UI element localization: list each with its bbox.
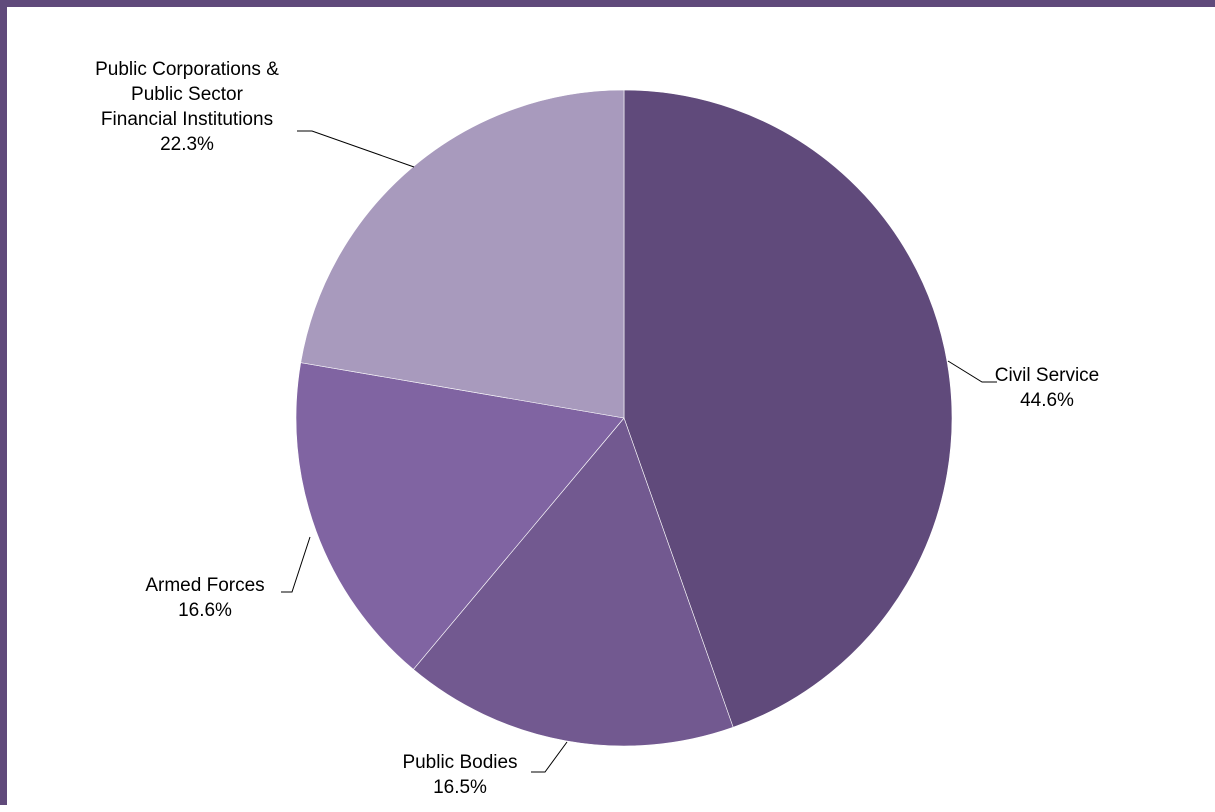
pie-slice [412,417,734,747]
slice-label: Armed Forces 16.6% [145,575,264,621]
slice-category-label: Civil Service [995,365,1100,386]
pie-chart: Civil Service 44.6% Public Bodies 16.5% Arme… [95,59,1099,798]
leader-line [297,130,415,168]
slice-value-label: 16.6% [178,600,232,621]
leader-lines-layer [281,130,997,773]
pie-slice [295,362,625,670]
labels-layer: Civil Service 44.6% Public Bodies 16.5% Arme… [95,59,1099,798]
slice-value-label: 44.6% [1020,390,1074,411]
leader-line [531,741,568,773]
pie-slice [300,89,625,419]
slice-value-label: 22.3% [160,134,214,155]
slice-category-label: Financial Institutions [101,109,273,130]
slice-label: Public Corporations & Public Sector Financ… [95,59,279,155]
slices-layer [295,89,953,747]
leader-line [947,360,997,383]
slice-value-label: 16.5% [433,777,487,798]
pie-slice [623,89,953,728]
leader-line [281,536,311,593]
slice-label: Public Bodies 16.5% [402,752,517,798]
slice-label: Civil Service 44.6% [995,365,1100,411]
slice-category-label: Public Corporations & [95,59,279,80]
slice-category-label: Armed Forces [145,575,264,596]
slice-category-label: Public Sector [131,84,244,105]
slice-category-label: Public Bodies [402,752,517,773]
